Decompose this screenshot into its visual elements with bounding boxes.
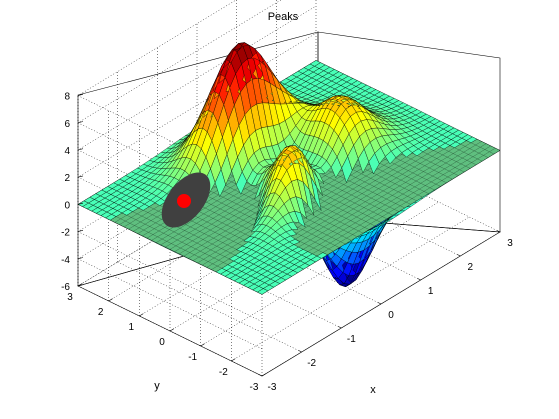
z-tick-label: -2 <box>61 228 70 239</box>
z-tick <box>77 94 84 96</box>
y-tick-label: 2 <box>98 307 104 318</box>
z-tick-label: 2 <box>64 173 70 184</box>
y-tick <box>169 328 175 332</box>
surface-patch <box>288 239 301 245</box>
x-tick-label: 3 <box>507 238 513 249</box>
y-axis: -3 -2 -1 0 1 2 3 <box>67 283 267 393</box>
z-tick <box>77 148 84 151</box>
y-axis-label: y <box>154 380 160 392</box>
surface-patch <box>310 176 322 211</box>
surface-plot <box>77 42 501 295</box>
x-tick <box>417 278 421 281</box>
y-tick <box>261 373 267 377</box>
z-axis: -6 -4 -2 0 2 4 6 8 <box>61 92 84 293</box>
y-tick-label: 0 <box>159 337 165 348</box>
x-tick-label: 1 <box>428 286 434 297</box>
z-tick-label: -4 <box>61 255 70 266</box>
y-tick <box>108 298 113 302</box>
z-tick <box>77 202 84 205</box>
marker-point <box>177 194 191 208</box>
x-tick <box>377 302 382 305</box>
z-tick-label: -6 <box>61 282 70 293</box>
y-tick <box>139 313 144 317</box>
y-tick <box>77 283 83 287</box>
x-tick <box>496 230 501 233</box>
z-tick-label: 4 <box>64 146 70 157</box>
floor-grid-line <box>231 216 470 362</box>
surface-patch <box>294 210 306 228</box>
surface-patch <box>316 252 328 259</box>
x-tick <box>298 350 302 353</box>
y-tick-label: -3 <box>250 382 259 393</box>
y-tick <box>200 343 205 347</box>
x-axis: -3 -2 -1 0 1 2 3 <box>258 230 513 393</box>
z-tick-label: 6 <box>64 119 70 130</box>
y-tick-label: -1 <box>188 352 197 363</box>
x-tick-label: 2 <box>468 262 474 273</box>
x-tick <box>338 326 342 329</box>
z-tick <box>77 257 84 260</box>
z-tick <box>77 175 84 178</box>
x-tick-label: -3 <box>268 382 277 393</box>
x-tick <box>457 254 461 257</box>
surface-patch <box>466 136 478 143</box>
x-axis-label: x <box>370 384 376 396</box>
x-tick-label: -1 <box>347 334 356 345</box>
x-tick <box>258 374 263 377</box>
marker-group <box>161 172 211 228</box>
z-tick <box>77 230 84 232</box>
y-tick <box>231 358 236 362</box>
chart-title: Peaks <box>268 11 299 23</box>
x-tick-label: -2 <box>307 358 316 369</box>
z-tick <box>77 121 84 124</box>
z-tick-label: 0 <box>64 200 70 211</box>
floor-grid-line <box>200 201 439 347</box>
y-tick-label: -2 <box>219 367 228 378</box>
surface-patch <box>285 229 297 237</box>
y-tick-label: 1 <box>129 322 135 333</box>
y-tick-label: 3 <box>67 292 73 303</box>
x-tick-label: 0 <box>388 310 394 321</box>
floor-grid-line <box>117 261 302 353</box>
z-tick-label: 8 <box>64 92 70 103</box>
